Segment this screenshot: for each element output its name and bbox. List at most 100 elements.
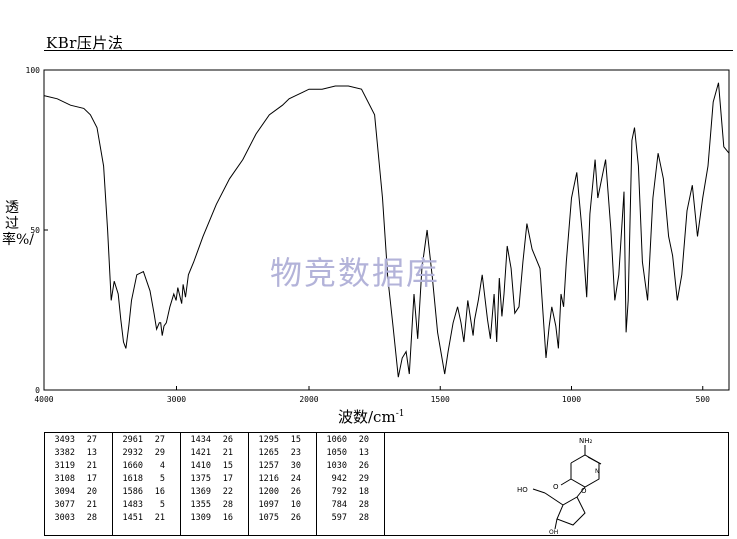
peak-wavenumber: 1295 [258, 435, 279, 445]
peak-wavenumber: 1265 [258, 448, 279, 458]
peak-wavenumber: 942 [331, 474, 347, 484]
peak-transmittance: 20 [86, 487, 97, 497]
y-tick-label: 50 [30, 226, 40, 235]
peak-wavenumber: 1030 [326, 461, 347, 471]
peak-wavenumber: 1075 [258, 513, 279, 523]
page-title: KBr压片法 [46, 34, 124, 52]
nitrogen-label: N [595, 468, 600, 475]
peak-table-row: 1265 23 [249, 447, 316, 460]
peak-table-row: 1375 17 [181, 473, 248, 486]
peak-transmittance: 21 [86, 461, 97, 471]
plot-frame [43, 69, 730, 391]
peak-wavenumber: 2932 [122, 448, 143, 458]
peak-wavenumber: 1309 [190, 513, 211, 523]
peak-table-row: 1355 28 [181, 499, 248, 512]
peak-table-column: 1295 15 1265 23 1257 30 1216 24 1200 26 1097 10 1075… [249, 433, 317, 535]
x-tick-label: 4000 [34, 395, 53, 404]
peak-transmittance: 18 [358, 487, 369, 497]
peak-wavenumber: 1257 [258, 461, 279, 471]
peak-wavenumber: 784 [331, 500, 347, 510]
peak-wavenumber: 3119 [54, 461, 75, 471]
carbonyl-label: O [553, 483, 559, 491]
y-tick-label: 100 [26, 66, 41, 75]
x-tick-label: 1000 [562, 395, 581, 404]
peak-wavenumber: 1434 [190, 435, 211, 445]
peak-wavenumber: 3382 [54, 448, 75, 458]
peak-wavenumber: 1216 [258, 474, 279, 484]
peak-transmittance: 23 [290, 448, 301, 458]
spectrum-trace [43, 82, 730, 378]
peak-transmittance: 4 [159, 461, 165, 471]
peak-wavenumber: 792 [331, 487, 347, 497]
watermark: 物竞数据库 [270, 254, 441, 292]
peak-table-row: 784 28 [317, 499, 384, 512]
peak-table-row: 597 28 [317, 512, 384, 525]
peak-table-column: 2961 27 2932 29 1660 4 1618 5 1586 16 1483 5 1451 21 [113, 433, 181, 535]
peak-table-row: 1434 26 [181, 434, 248, 447]
peak-transmittance: 30 [290, 461, 301, 471]
peak-transmittance: 27 [154, 435, 165, 445]
peak-table-column: 3493 27 3382 13 3119 21 3108 17 3094 20 3077 21 3003… [45, 433, 113, 535]
peak-wavenumber: 1618 [122, 474, 143, 484]
peak-wavenumber: 1355 [190, 500, 211, 510]
peak-table-row: 1060 20 [317, 434, 384, 447]
peak-transmittance: 28 [358, 513, 369, 523]
peak-table-row: 1586 16 [113, 486, 180, 499]
molecule-structure: NH₂ HO O O OH N [385, 433, 729, 536]
peak-transmittance: 27 [86, 435, 97, 445]
title-divider [44, 50, 733, 51]
peak-wavenumber: 1483 [122, 500, 143, 510]
peak-table-row: 1369 22 [181, 486, 248, 499]
peak-table-row: 942 29 [317, 473, 384, 486]
peak-wavenumber: 1451 [122, 513, 143, 523]
peak-table-row: 1451 21 [113, 512, 180, 525]
peak-wavenumber: 1660 [122, 461, 143, 471]
peak-wavenumber: 1410 [190, 461, 211, 471]
peak-transmittance: 5 [159, 500, 165, 510]
ring-o-label: O [581, 487, 587, 495]
peak-table-row: 3094 20 [45, 486, 112, 499]
peak-wavenumber: 3108 [54, 474, 75, 484]
peak-wavenumber: 1050 [326, 448, 347, 458]
peak-transmittance: 5 [159, 474, 165, 484]
x-tick-label: 500 [696, 395, 711, 404]
peak-table-row: 3119 21 [45, 460, 112, 473]
peak-table-column: 1434 26 1421 21 1410 15 1375 17 1369 22 1355 28 1309… [181, 433, 249, 535]
peak-table-row: 1660 4 [113, 460, 180, 473]
peak-table-row: 2932 29 [113, 447, 180, 460]
peak-table-row: 1050 13 [317, 447, 384, 460]
peak-transmittance: 13 [86, 448, 97, 458]
y-axis-ticks: 0 50 100 [26, 66, 48, 395]
peak-table: 3493 27 3382 13 3119 21 3108 17 3094 20 3077 21 3003… [44, 432, 729, 536]
peak-transmittance: 17 [86, 474, 97, 484]
peak-table-row: 3077 21 [45, 499, 112, 512]
peak-wavenumber: 1586 [122, 487, 143, 497]
peak-transmittance: 24 [290, 474, 301, 484]
peak-wavenumber: 597 [331, 513, 347, 523]
peak-table-row: 1309 16 [181, 512, 248, 525]
x-tick-label: 1500 [431, 395, 450, 404]
x-axis-ticks: 4000 3000 2000 1500 1000 500 [34, 386, 710, 404]
peak-wavenumber: 3077 [54, 500, 75, 510]
peak-transmittance: 15 [222, 461, 233, 471]
peak-table-row: 1410 15 [181, 460, 248, 473]
peak-transmittance: 26 [290, 513, 301, 523]
peak-table-row: 1030 26 [317, 460, 384, 473]
peak-transmittance: 10 [290, 500, 301, 510]
peak-wavenumber: 1369 [190, 487, 211, 497]
peak-table-row: 3108 17 [45, 473, 112, 486]
peak-wavenumber: 3003 [54, 513, 75, 523]
peak-transmittance: 22 [222, 487, 233, 497]
x-axis-label: 波数/cm-1 [338, 406, 404, 427]
peak-wavenumber: 1200 [258, 487, 279, 497]
peak-wavenumber: 1060 [326, 435, 347, 445]
peak-transmittance: 20 [358, 435, 369, 445]
y-tick-label: 0 [35, 386, 40, 395]
peak-wavenumber: 1097 [258, 500, 279, 510]
peak-transmittance: 15 [290, 435, 301, 445]
peak-transmittance: 26 [290, 487, 301, 497]
peak-table-row: 1200 26 [249, 486, 316, 499]
peak-table-row: 1257 30 [249, 460, 316, 473]
peak-table-row: 2961 27 [113, 434, 180, 447]
peak-transmittance: 16 [222, 513, 233, 523]
